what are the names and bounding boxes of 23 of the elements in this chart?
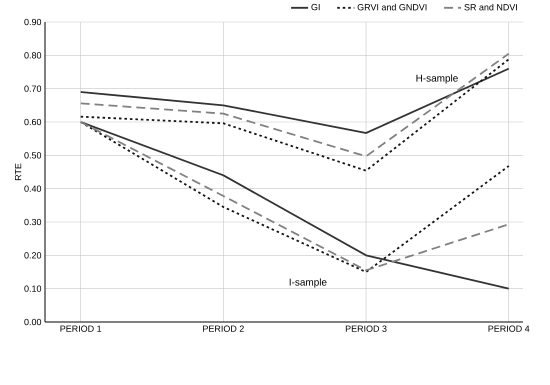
y-tick-label: 0.50 <box>24 152 42 159</box>
y-tick-label: 0.90 <box>24 18 42 26</box>
y-tick-label: 0.00 <box>24 318 42 326</box>
x-tick-label: PERIOD 2 <box>203 326 244 332</box>
legend-label: GRVI and GNDVI <box>358 4 426 10</box>
y-tick-label: 0.60 <box>24 118 42 126</box>
y-tick-label: 0.20 <box>24 252 42 259</box>
y-axis-title: RTE <box>15 164 22 180</box>
legend-label: GI <box>311 4 320 10</box>
y-tick-label: 0.70 <box>24 85 42 92</box>
y-tick-label: 0.40 <box>24 185 42 192</box>
legend-label: SR and NDVI <box>464 4 517 10</box>
line-series <box>80 58 510 172</box>
x-tick-label: PERIOD 1 <box>60 326 102 332</box>
x-tick-label: PERIOD 4 <box>488 326 530 332</box>
line-series <box>80 68 510 134</box>
y-tick-label: 0.10 <box>24 285 42 292</box>
y-tick-label: 0.80 <box>24 52 42 59</box>
annotation: I-sample <box>290 278 327 288</box>
annotation: H-sample <box>416 74 458 84</box>
x-tick-label: PERIOD 3 <box>346 326 387 332</box>
line-series <box>80 52 510 158</box>
y-tick-label: 0.30 <box>24 218 42 226</box>
